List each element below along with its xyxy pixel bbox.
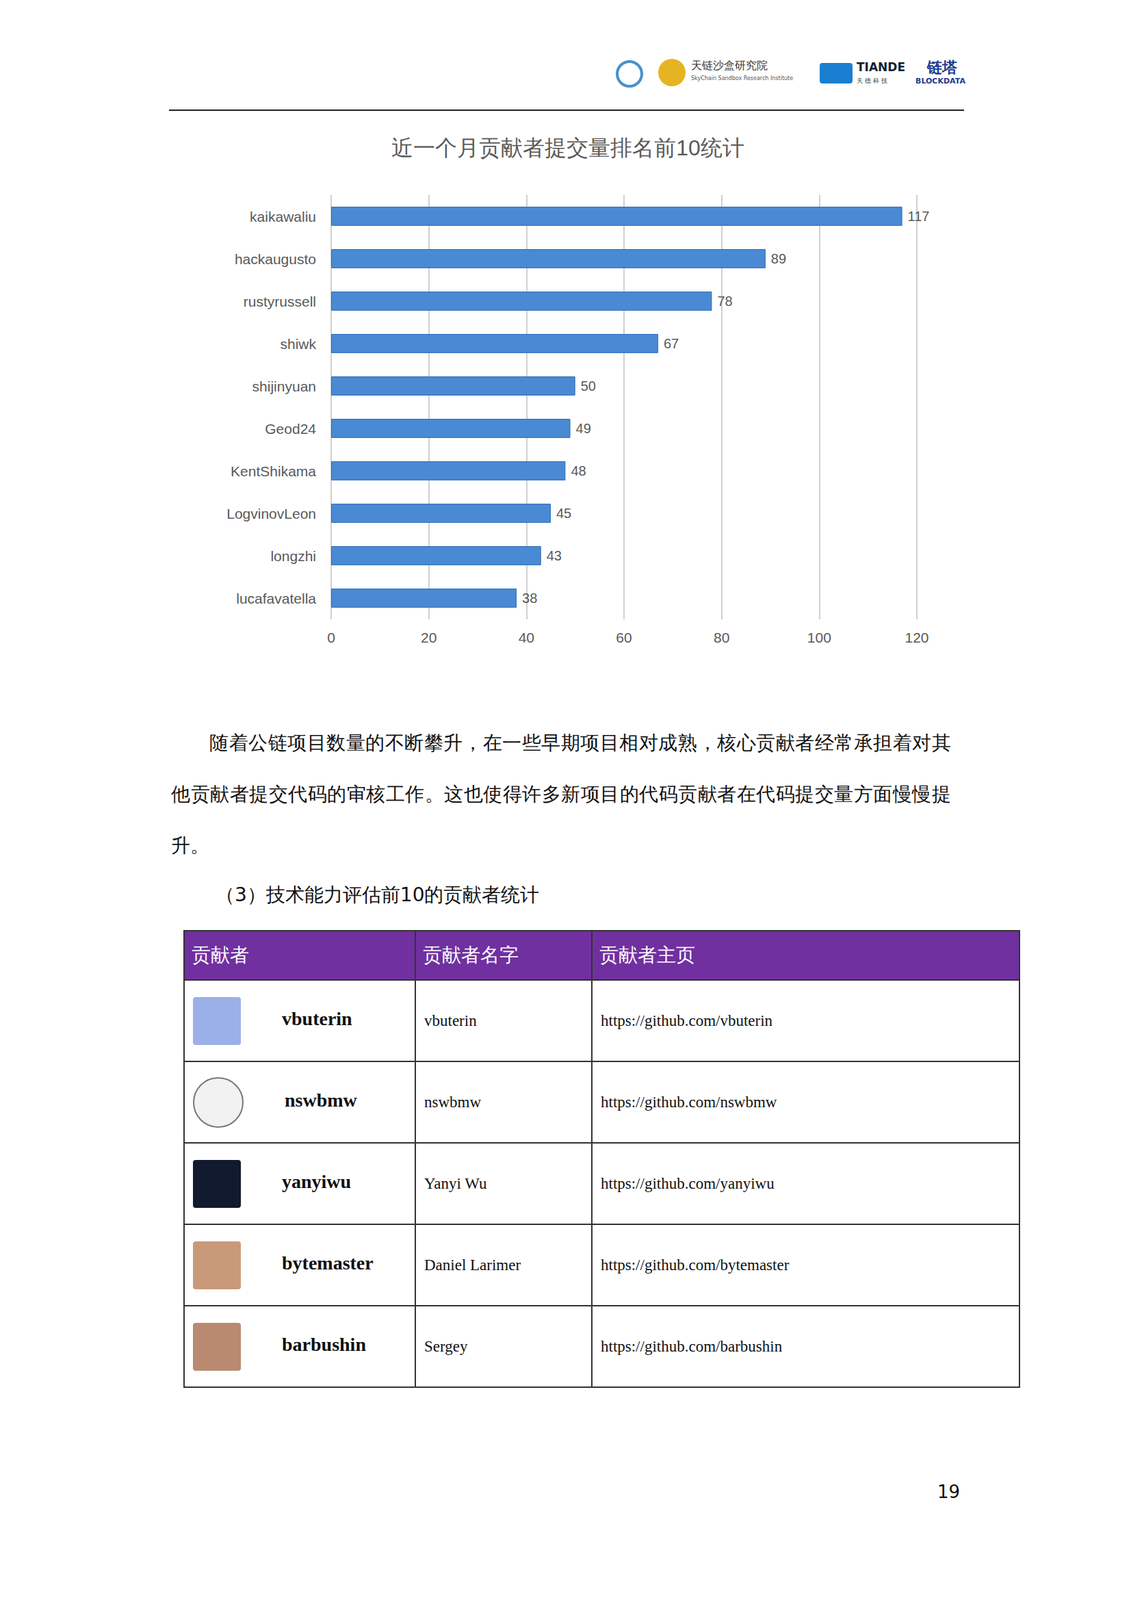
svg-text:117: 117 <box>907 208 930 224</box>
html-text:19: 19 <box>937 1481 961 1502</box>
svg-text:shiwk: shiwk <box>279 335 317 352</box>
svg-text:80: 80 <box>713 629 730 646</box>
svg-text:40: 40 <box>518 629 535 646</box>
svg-text:KentShikama: KentShikama <box>230 463 317 479</box>
svg-text:38: 38 <box>522 590 538 606</box>
html-text:https://github.com/bytemaster: https://github.com/bytemaster <box>600 1255 790 1273</box>
html-text:yanyiwu: yanyiwu <box>281 1170 352 1192</box>
html-text:贡献者主页: 贡献者主页 <box>599 943 696 967</box>
html-text:贡献者名字: 贡献者名字 <box>422 943 519 967</box>
html-text:（3）技术能力评估前10的贡献者统计: （3）技术能力评估前10的贡献者统计 <box>215 883 540 906</box>
html-text:TIANDE: TIANDE <box>856 60 906 74</box>
svg-text:20: 20 <box>420 629 437 646</box>
svg-text:50: 50 <box>580 378 596 394</box>
svg-text:longzhi: longzhi <box>270 548 317 564</box>
html-text:barbushin: barbushin <box>281 1333 367 1355</box>
svg-text:67: 67 <box>663 335 679 351</box>
html-text:vbuterin: vbuterin <box>424 1011 477 1029</box>
svg-text:89: 89 <box>771 251 787 267</box>
svg-text:0: 0 <box>327 629 336 646</box>
svg-text:shijinyuan: shijinyuan <box>252 378 317 395</box>
html-text:nswbmw: nswbmw <box>424 1093 482 1111</box>
html-text:BLOCKDATA: BLOCKDATA <box>915 76 966 86</box>
svg-text:Geod24: Geod24 <box>264 420 317 437</box>
svg-text:43: 43 <box>546 548 562 564</box>
html-text:SkyChain Sandbox Research Inst: SkyChain Sandbox Research Institute <box>691 75 794 82</box>
svg-text:60: 60 <box>615 629 632 646</box>
svg-text:lucafavatella: lucafavatella <box>236 590 317 607</box>
html-text:https://github.com/barbushin: https://github.com/barbushin <box>600 1337 783 1355</box>
svg-text:hackaugusto: hackaugusto <box>234 251 317 267</box>
svg-text:kaikawaliu: kaikawaliu <box>249 208 317 225</box>
html-text:https://github.com/vbuterin: https://github.com/vbuterin <box>600 1011 773 1029</box>
html-text:链塔: 链塔 <box>927 58 958 76</box>
svg-text:78: 78 <box>717 293 733 309</box>
html-text:Sergey: Sergey <box>424 1337 468 1355</box>
html-text:nswbmw: nswbmw <box>284 1089 358 1111</box>
html-text:https://github.com/nswbmw: https://github.com/nswbmw <box>600 1093 777 1111</box>
html-text:Yanyi Wu: Yanyi Wu <box>424 1174 487 1192</box>
html-text:bytemaster: bytemaster <box>281 1252 374 1274</box>
svg-text:近一个月贡献者提交量排名前10统计: 近一个月贡献者提交量排名前10统计 <box>391 135 745 161</box>
svg-text:49: 49 <box>576 420 592 436</box>
html-text:随着公链项目数量的不断攀升，在一些早期项目相对成熟，核心贡献: 随着公链项目数量的不断攀升，在一些早期项目相对成熟，核心贡献者经常承担着对其他贡… <box>171 731 952 857</box>
html-text:Daniel Larimer: Daniel Larimer <box>424 1255 521 1273</box>
html-text:天链沙盒研究院: 天链沙盒研究院 <box>691 58 768 72</box>
svg-text:rustyrussell: rustyrussell <box>243 293 317 310</box>
svg-text:100: 100 <box>807 629 832 646</box>
svg-text:120: 120 <box>904 629 929 646</box>
html-text:vbuterin: vbuterin <box>281 1007 353 1029</box>
svg-text:LogvinovLeon: LogvinovLeon <box>226 505 317 522</box>
html-text:https://github.com/yanyiwu: https://github.com/yanyiwu <box>600 1174 775 1192</box>
svg-text:45: 45 <box>556 505 572 521</box>
html-text:天 德 科 技: 天 德 科 技 <box>856 77 888 85</box>
html-text:贡献者: 贡献者 <box>191 943 250 967</box>
svg-text:48: 48 <box>570 463 586 479</box>
